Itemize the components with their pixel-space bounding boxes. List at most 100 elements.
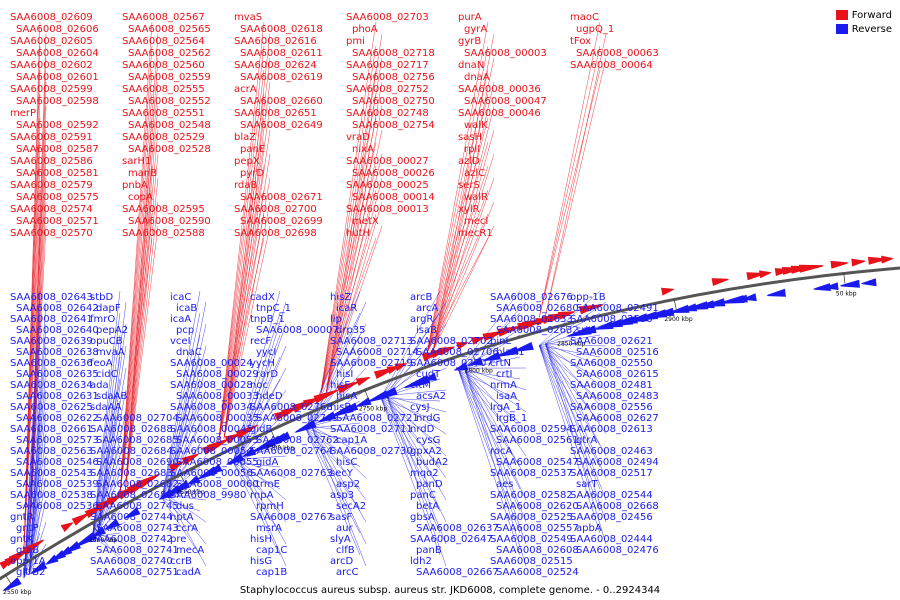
forward-gene-label: gyrA [464,24,487,35]
reverse-gene-label-leader [311,426,367,567]
forward-gene-label: SAA6008_02586 [10,156,93,167]
reverse-gene-label-leader [380,397,441,490]
forward-gene-label-leader [426,213,489,353]
reverse-gene-label: SAA6008_02563 [10,446,93,457]
reverse-gene-label: SAA6008_02706 [416,347,499,358]
reverse-gene-label: gpxA2 [410,446,442,457]
forward-gene-label: tFox [570,36,591,47]
reverse-gene-label: feoA [90,358,113,369]
forward-gene-label: SAA6008_02619 [240,72,323,83]
forward-gene-label-leader [320,165,377,395]
reverse-gene-label-leader [28,367,47,575]
reverse-gene-label-leader [545,343,607,501]
reverse-gene-label-leader [92,422,121,537]
reverse-gene-label: cysJ [410,402,430,413]
reverse-gene [124,507,141,519]
forward-gene-label: hutH [346,228,370,239]
forward-gene-label: SAA6008_00013 [346,204,429,215]
legend-forward: Forward [835,8,892,22]
reverse-gene-label-leader [97,477,127,534]
legend-forward-label: Forward [851,9,892,21]
reverse-gene-label: SAA6008_02613 [570,424,653,435]
forward-gene-label-leader [325,201,383,392]
forward-gene-label-leader [545,33,607,316]
reverse-gene-label-leader [238,459,287,523]
reverse-gene-label-leader [305,428,361,490]
reverse-gene-label-leader [458,369,521,380]
reverse-gene-label-leader [238,459,287,479]
reverse-gene-label: SAA6008_02633 [490,314,573,325]
reverse-gene-label: ccrB [170,556,192,567]
reverse-gene-label: SAA6008_00024 [170,358,253,369]
reverse-gene-label-leader [545,343,607,347]
reverse-gene-label-leader [545,343,607,545]
reverse-gene-label: apbA [576,523,602,534]
reverse-gene-label: yycH [250,358,275,369]
reverse-gene-label: blaR1 [496,347,525,358]
forward-gene-label: SAA6008_00025 [346,180,429,191]
forward-gene [137,473,161,489]
reverse-swatch [835,24,848,34]
forward-gene-label-leader [538,21,601,318]
reverse-gene-label-leader [311,425,367,457]
forward-gene-label: SAA6008_02756 [352,72,435,83]
forward-gene [711,278,730,286]
reverse-gene-label-leader [161,334,201,499]
forward-gene-label-leader [223,153,271,439]
forward-gene-label: SAA6008_02575 [16,192,99,203]
reverse-gene-label: SAA6008_02762 [256,435,339,446]
forward-gene-label-leader [426,69,489,353]
reverse-gene-label: pre [170,534,186,545]
forward-gene-label: SAA6008_02703 [346,12,429,23]
reverse-gene-label: panC [410,490,436,501]
reverse-gene-label: hdeD [256,391,283,402]
forward-gene-label: acrA [234,84,257,95]
reverse-gene-label: SAA6008_02745 [96,501,179,512]
forward-gene-label: SAA6008_02587 [16,144,99,155]
reverse-gene-label-leader [97,323,127,534]
reverse-gene-label-leader [464,368,527,567]
forward-gene-label-leader [119,117,153,494]
reverse-gene-label: betA [416,501,439,512]
forward-gene-label: SAA6008_02748 [346,108,429,119]
reverse-gene-label-leader [92,312,121,537]
kbp-tick [5,574,12,584]
forward-gene-label-leader [432,225,495,351]
reverse-gene [423,372,438,381]
forward-gene-label: SAA6008_00064 [570,60,653,71]
reverse-gene-label: SAA6008_00060 [176,479,259,490]
forward-gene-label: SAA6008_02611 [240,48,323,59]
reverse-gene-label-leader [97,533,127,545]
reverse-gene-label: SAA6008_02684 [90,446,173,457]
reverse-gene [373,387,398,400]
reverse-gene-label-leader [161,498,201,534]
forward-gene-label-leader [23,237,41,550]
forward-gene-label: SAA6008_02624 [234,60,317,71]
reverse-gene-label: rpmH [256,501,284,512]
reverse-gene-label: SAA6008_02767 [250,512,333,523]
reverse-gene-label: SAA6008_02714 [336,347,419,358]
reverse-gene-label-leader [311,367,367,427]
legend-reverse-label: Reverse [851,23,892,35]
forward-gene-label: SAA6008_00046 [458,108,541,119]
reverse-gene-label: SAA6008_02494 [576,457,659,468]
reverse-gene-label-leader [232,461,281,534]
forward-gene-label: SAA6008_02591 [10,132,93,143]
reverse-gene [294,419,317,433]
reverse-gene-label-leader [232,378,281,463]
forward-gene-label: SAA6008_02565 [128,24,211,35]
reverse-gene-label: cidC [96,369,118,380]
reverse-gene-label: SAA6008_02702 [410,336,493,347]
forward-gene-label-leader [125,33,159,491]
reverse-gene-label: tnpC_1 [256,303,291,314]
reverse-gene-label-leader [311,426,367,545]
reverse-gene-label: arcD [330,556,354,567]
reverse-gene-label-leader [92,334,121,537]
reverse-gene-label: SAA6008_02642 [16,303,99,314]
reverse-gene-label: SAA6008_02741 [96,545,179,556]
legend: Forward Reverse [835,8,892,36]
reverse-gene-label: hisH [250,534,272,545]
forward-gene-label: SAA6008_02651 [234,108,317,119]
reverse-gene-label: SAA6008_02676 [490,292,573,303]
forward-gene [830,260,849,269]
